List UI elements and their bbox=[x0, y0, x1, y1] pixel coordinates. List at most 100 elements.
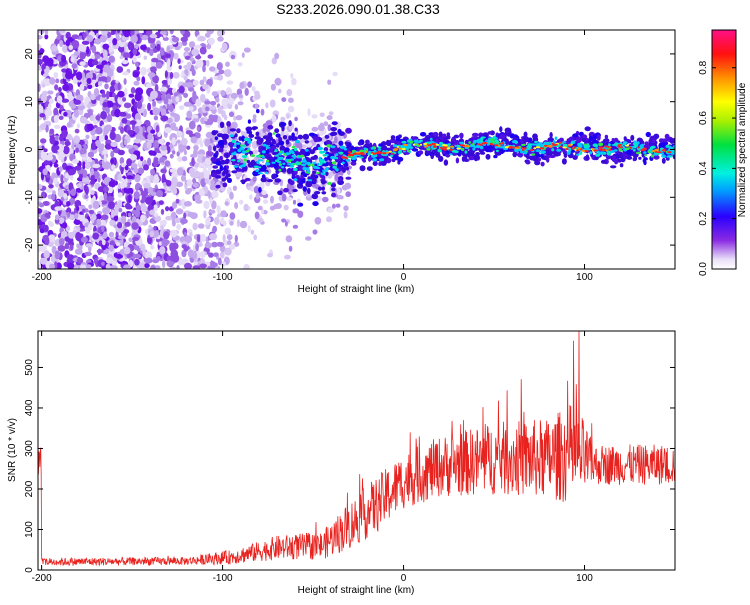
spectrogram-cell bbox=[167, 78, 171, 86]
x-tick-label: -100 bbox=[213, 272, 233, 283]
spectrogram-cell bbox=[214, 216, 220, 225]
spectrogram-cell bbox=[665, 156, 670, 161]
spectrogram-cell bbox=[124, 87, 128, 96]
spectrogram-cell bbox=[285, 152, 290, 156]
spectrogram-cell bbox=[656, 151, 662, 154]
y-tick-label: 20 bbox=[24, 48, 35, 60]
spectrogram-cell bbox=[649, 146, 654, 150]
spectrogram-cell bbox=[364, 150, 368, 153]
spectrogram-cell bbox=[292, 199, 297, 205]
spectrogram-cell bbox=[504, 146, 509, 149]
spectrogram-cell bbox=[110, 209, 116, 218]
spectrogram-cell bbox=[141, 76, 146, 85]
spectrogram-cell bbox=[257, 205, 263, 211]
spectrogram-cell bbox=[443, 146, 447, 149]
spectrogram-cell bbox=[129, 154, 137, 161]
spectrogram-cell bbox=[71, 40, 80, 49]
spectrogram-cell bbox=[48, 234, 56, 243]
spectrogram-cell bbox=[123, 229, 130, 234]
colorbar-tick-label: 0.2 bbox=[698, 211, 709, 225]
spectrogram-cell bbox=[360, 153, 365, 156]
spectrogram-cell bbox=[512, 151, 517, 158]
spectrogram-cell bbox=[181, 175, 186, 182]
spectrogram-cell bbox=[194, 162, 199, 168]
spectrogram-cell bbox=[266, 154, 271, 160]
spectrogram-cell bbox=[363, 147, 367, 150]
spectrogram-cell bbox=[175, 198, 180, 204]
spectrogram-cell bbox=[207, 265, 212, 269]
spectrogram-cell bbox=[38, 35, 43, 40]
spectrogram-cell bbox=[219, 155, 224, 161]
spectrogram-cell bbox=[195, 59, 204, 68]
spectrogram-cell bbox=[90, 180, 96, 185]
spectrogram-cell bbox=[67, 262, 75, 269]
spectrogram-cell bbox=[126, 144, 133, 149]
spectrogram-cell bbox=[123, 52, 131, 58]
spectrogram-cell bbox=[143, 164, 149, 171]
spectrogram-cell bbox=[43, 160, 52, 165]
spectrogram-cell bbox=[172, 112, 177, 118]
spectrogram-cell bbox=[529, 149, 534, 151]
spectrogram-cell bbox=[110, 141, 118, 148]
spectrogram-cell bbox=[271, 115, 277, 123]
spectrogram-cell bbox=[574, 148, 577, 151]
spectrogram-cell bbox=[197, 223, 205, 229]
spectrogram-cell bbox=[593, 144, 599, 147]
spectrogram-cell bbox=[172, 187, 178, 196]
spectrogram-cell bbox=[239, 81, 245, 90]
spectrogram-cell bbox=[307, 170, 311, 173]
spectrogram-cell bbox=[261, 190, 267, 196]
spectrogram-cell bbox=[82, 177, 90, 183]
spectrogram-cell bbox=[588, 135, 594, 141]
spectrogram-cell bbox=[563, 152, 568, 159]
spectrogram-cell bbox=[159, 86, 168, 92]
spectrogram-cell bbox=[158, 241, 163, 246]
spectrogram-cell bbox=[68, 231, 75, 239]
spectrogram-cell bbox=[183, 232, 187, 237]
spectrogram-cell bbox=[372, 161, 378, 166]
spectrogram-cell bbox=[95, 115, 101, 121]
spectrogram-cell bbox=[633, 148, 636, 152]
spectrogram-cell bbox=[241, 150, 246, 154]
spectrogram-cell bbox=[82, 169, 88, 178]
spectrogram-cell bbox=[347, 169, 351, 176]
spectrogram-cell bbox=[483, 142, 488, 144]
spectrogram-cell bbox=[116, 66, 124, 73]
spectrogram-cell bbox=[74, 128, 80, 134]
spectrogram-cell bbox=[209, 66, 216, 72]
spectrogram-cell bbox=[264, 162, 271, 166]
spectrogram-cell bbox=[467, 145, 471, 148]
spectrogram-cell bbox=[307, 179, 313, 182]
spectrogram-cell bbox=[136, 247, 141, 252]
spectrogram-cell bbox=[412, 143, 416, 146]
spectrogram-cell bbox=[103, 154, 107, 163]
spectrogram-cell bbox=[41, 162, 46, 170]
spectrogram-cell bbox=[76, 123, 80, 129]
spectrogram-cell bbox=[49, 128, 55, 134]
spectrogram-cell bbox=[390, 154, 393, 158]
spectrogram-cell bbox=[65, 68, 70, 77]
spectrogram-cell bbox=[320, 172, 326, 176]
spectrogram-cell bbox=[98, 81, 103, 87]
spectrogram-cell bbox=[327, 162, 334, 167]
spectrogram-cell bbox=[86, 77, 92, 85]
spectrogram-cell bbox=[160, 208, 165, 215]
spectrogram-cell bbox=[337, 179, 344, 186]
spectrogram-cell bbox=[188, 120, 196, 130]
spectrogram-cell bbox=[202, 64, 206, 73]
spectrogram-cell bbox=[57, 55, 62, 62]
spectrogram-cell bbox=[437, 148, 442, 153]
spectrogram-cell bbox=[53, 114, 59, 124]
spectrogram-cell bbox=[340, 195, 344, 200]
spectrogram-cell bbox=[66, 121, 72, 128]
spectrogram-cell bbox=[273, 203, 279, 210]
spectrogram-cell bbox=[113, 214, 119, 222]
spectrogram-cell bbox=[99, 97, 104, 106]
spectrogram-cell bbox=[135, 204, 141, 212]
spectrogram-cell bbox=[196, 157, 203, 163]
spectrogram-cell bbox=[181, 244, 188, 249]
spectrogram-cell bbox=[250, 154, 255, 158]
y-tick-label: 100 bbox=[24, 521, 35, 538]
spectrogram-cell bbox=[48, 184, 54, 189]
spectrogram-cell bbox=[41, 191, 46, 199]
